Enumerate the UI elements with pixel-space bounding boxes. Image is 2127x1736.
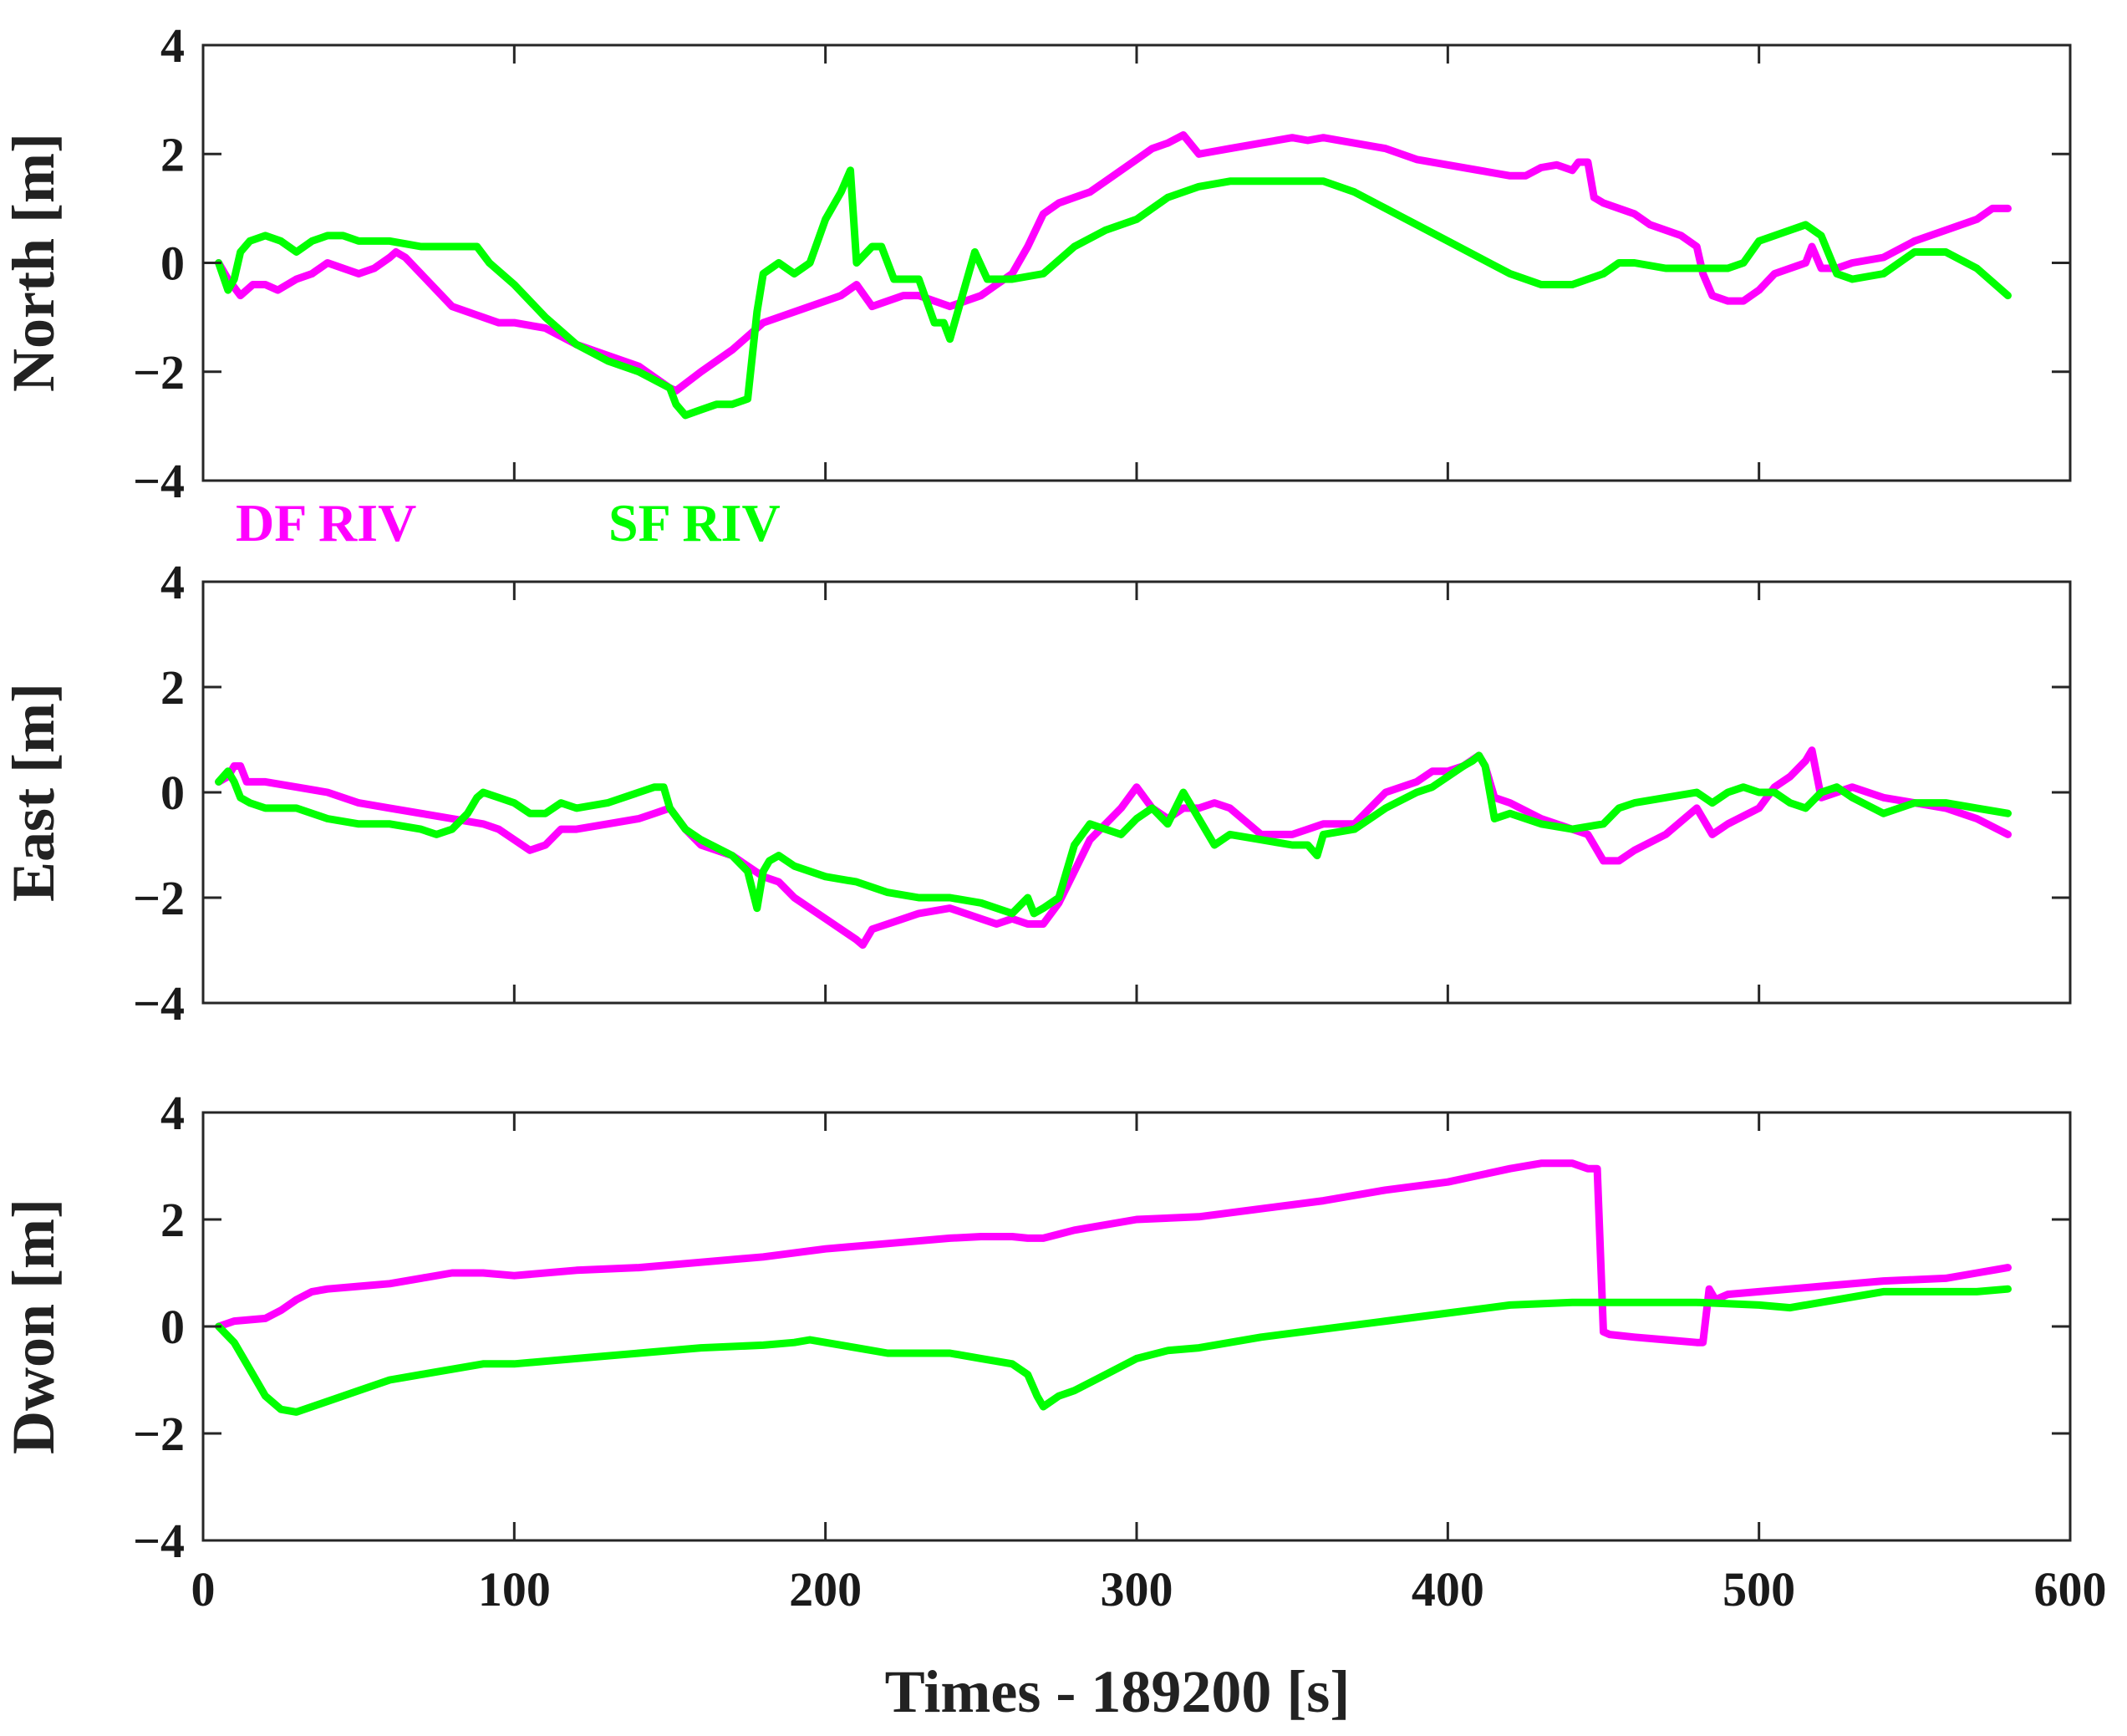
x-tick-label: 200 (789, 1562, 862, 1616)
y-tick-label-down: 0 (160, 1300, 185, 1354)
series-df-riv-line-north (215, 131, 2012, 395)
panel-east: −4 −2 0 2 4 East [m] (0, 555, 2072, 1031)
x-axis-label: Times - 189200 [s] (885, 1658, 1351, 1725)
y-axis-label-north: North [m] (0, 133, 67, 392)
panel-north: −4 −2 0 2 4 North [m] (0, 18, 2072, 508)
y-tick-label-down: 2 (160, 1193, 185, 1247)
legend-df-riv: DF RIV (236, 493, 416, 552)
series-df-riv-line-down (215, 1159, 2012, 1347)
y-tick-label-down: 4 (160, 1086, 185, 1140)
y-tick-label-east: −4 (133, 976, 185, 1031)
x-tick-label: 100 (478, 1562, 551, 1616)
y-tick-label-east: −2 (133, 871, 185, 925)
y-axis-label-east: East [m] (0, 683, 67, 902)
series-sf-riv-line-north (215, 166, 2012, 420)
y-tick-label-north: 4 (160, 18, 185, 73)
x-tick-label: 500 (1722, 1562, 1795, 1616)
y-tick-label-east: 4 (160, 555, 185, 609)
y-tick-label-down: −2 (133, 1407, 185, 1461)
legend-sf-riv: SF RIV (608, 493, 781, 552)
y-tick-label-north: 0 (160, 237, 185, 291)
y-tick-label-north: 2 (160, 127, 185, 181)
y-tick-label-east: 0 (160, 766, 185, 820)
y-tick-label-down: −4 (133, 1514, 185, 1568)
x-tick-label: 0 (191, 1562, 216, 1616)
series-sf-riv-line-down (215, 1285, 2012, 1416)
y-tick-label-north: −4 (133, 454, 185, 508)
y-tick-label-east: 2 (160, 660, 185, 715)
y-axis-label-down: Dwon [m] (0, 1199, 67, 1454)
x-tick-label: 600 (2034, 1562, 2107, 1616)
series-df-riv-line-east (215, 746, 2012, 949)
panel-down: −4 −2 0 2 4 0 100 200 300 400 500 600 Dwon [m] (0, 1086, 2107, 1616)
x-tick-label: 300 (1101, 1562, 1173, 1616)
series-sf-riv-line-east (215, 751, 2012, 918)
y-tick-label-north: −2 (133, 345, 185, 400)
x-tick-label: 400 (1412, 1562, 1484, 1616)
